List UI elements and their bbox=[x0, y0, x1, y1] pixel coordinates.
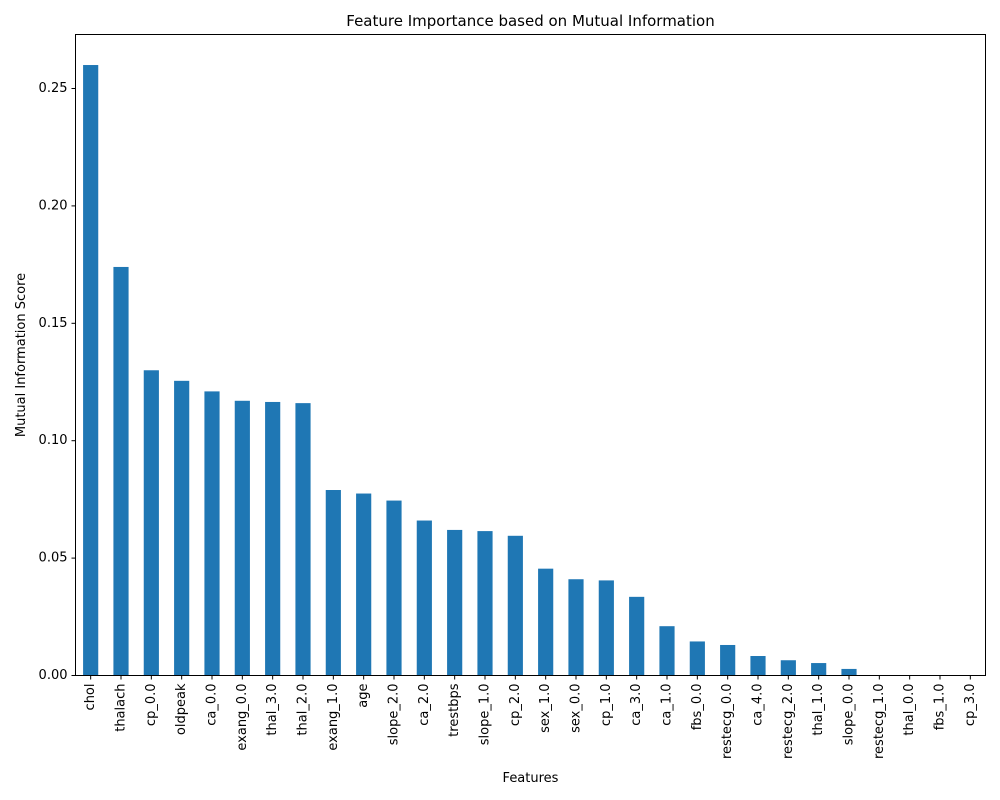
x-tick-label: sex_0.0 bbox=[569, 684, 584, 733]
x-tick-label: fbs_0.0 bbox=[690, 684, 705, 731]
x-axis: chol thalach cp_0.0 oldpeak ca_0.0 exang_0.0 t… bbox=[83, 675, 978, 760]
x-tick-label: restecg_0.0 bbox=[720, 684, 735, 760]
x-tick-label: cp_3.0 bbox=[963, 684, 978, 727]
x-tick-label: exang_1.0 bbox=[326, 684, 341, 751]
bar-ca_1.0 bbox=[659, 626, 675, 676]
x-axis-label: Features bbox=[503, 771, 559, 786]
chart-title: Feature Importance based on Mutual Infor… bbox=[346, 12, 714, 30]
bar-chol bbox=[83, 65, 99, 676]
bar-cp_1.0 bbox=[598, 580, 614, 676]
bar-cp_0.0 bbox=[143, 370, 159, 676]
x-tick-label: restecg_2.0 bbox=[781, 684, 796, 760]
y-axis: 0.00 0.05 0.10 0.15 0.20 0.25 bbox=[39, 81, 76, 683]
x-tick-label: oldpeak bbox=[174, 683, 189, 735]
bar-age bbox=[356, 493, 372, 676]
x-tick-label: fbs_1.0 bbox=[933, 684, 948, 731]
bar-trestbps bbox=[447, 529, 463, 676]
x-tick-label: ca_2.0 bbox=[417, 684, 432, 726]
bars-group bbox=[83, 65, 857, 676]
x-tick-label: trestbps bbox=[447, 683, 462, 737]
x-tick-label: thalach bbox=[114, 684, 129, 732]
x-tick-label: slope_1.0 bbox=[478, 684, 493, 746]
x-tick-label: restecg_1.0 bbox=[872, 684, 887, 760]
bar-ca_3.0 bbox=[629, 596, 645, 676]
x-tick-label: slope_0.0 bbox=[842, 684, 857, 746]
bar-fbs_0.0 bbox=[689, 641, 705, 676]
bar-exang_0.0 bbox=[234, 400, 250, 676]
bar-exang_1.0 bbox=[325, 490, 341, 676]
x-tick-label: thal_2.0 bbox=[296, 684, 311, 736]
bar-cp_2.0 bbox=[507, 535, 523, 676]
bar-thal_2.0 bbox=[295, 403, 311, 676]
bar-ca_0.0 bbox=[204, 391, 220, 676]
bar-thalach bbox=[113, 266, 129, 676]
bar-restecg_2.0 bbox=[780, 660, 796, 676]
x-tick-label: ca_4.0 bbox=[751, 684, 766, 726]
y-tick-label: 0.05 bbox=[39, 551, 68, 566]
y-axis-label: Mutual Information Score bbox=[14, 273, 29, 437]
bar-thal_1.0 bbox=[811, 663, 827, 676]
bar-thal_3.0 bbox=[265, 401, 281, 676]
x-tick-label: cp_2.0 bbox=[508, 684, 523, 727]
bar-ca_4.0 bbox=[750, 656, 766, 676]
y-tick-label: 0.20 bbox=[39, 198, 68, 213]
x-tick-label: thal_1.0 bbox=[811, 684, 826, 736]
x-tick-label: age bbox=[356, 684, 371, 708]
x-tick-label: ca_3.0 bbox=[629, 684, 644, 726]
x-tick-label: slope_2.0 bbox=[387, 684, 402, 746]
x-tick-label: cp_1.0 bbox=[599, 684, 614, 727]
x-tick-label: exang_0.0 bbox=[235, 684, 250, 751]
bar-sex_1.0 bbox=[538, 568, 554, 676]
x-tick-label: chol bbox=[83, 684, 98, 711]
plot-frame bbox=[75, 34, 986, 676]
y-tick-label: 0.15 bbox=[39, 316, 68, 331]
x-tick-label: sex_1.0 bbox=[538, 684, 553, 733]
bar-oldpeak bbox=[174, 380, 190, 676]
y-tick-label: 0.00 bbox=[39, 668, 68, 683]
x-tick-label: ca_1.0 bbox=[660, 684, 675, 726]
bar-slope_1.0 bbox=[477, 531, 493, 676]
x-tick-label: thal_0.0 bbox=[902, 684, 917, 736]
bar-ca_2.0 bbox=[416, 520, 432, 676]
y-tick-label: 0.10 bbox=[39, 433, 68, 448]
bar-slope_2.0 bbox=[386, 500, 402, 676]
bar-slope_0.0 bbox=[841, 668, 857, 676]
x-tick-label: cp_0.0 bbox=[144, 684, 159, 727]
x-tick-label: thal_3.0 bbox=[265, 684, 280, 736]
bar-restecg_0.0 bbox=[720, 644, 736, 676]
x-tick-label: ca_0.0 bbox=[205, 684, 220, 726]
y-tick-label: 0.25 bbox=[39, 81, 68, 96]
bar-sex_0.0 bbox=[568, 579, 584, 676]
